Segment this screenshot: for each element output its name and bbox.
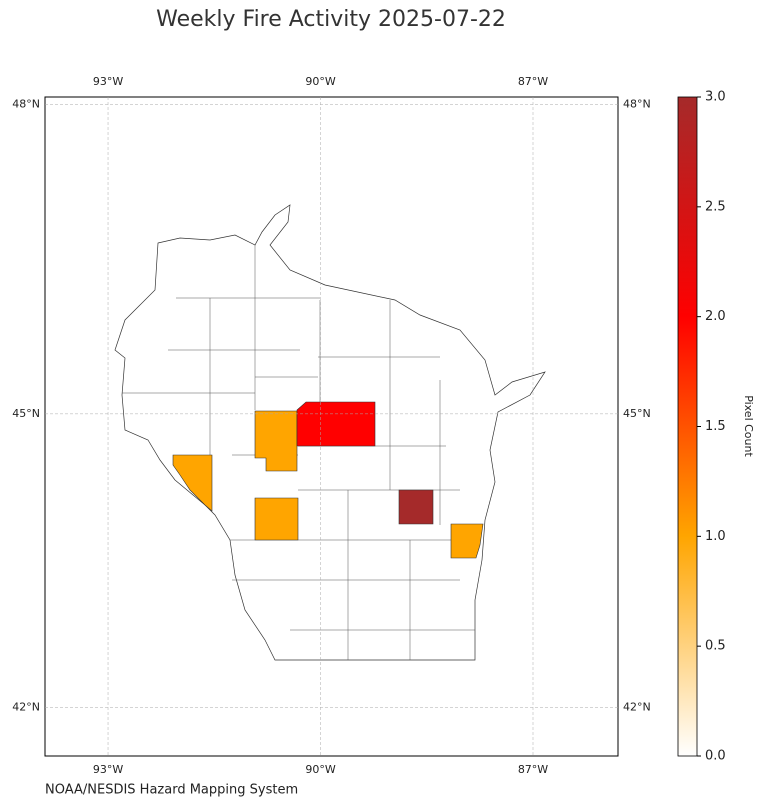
fire-region [450, 523, 484, 559]
lat-label-right: 42°N [623, 700, 651, 713]
colorbar-tick-label: 0.0 [705, 749, 726, 764]
map-frame [44, 96, 619, 757]
colorbar-tick-label: 0.5 [705, 639, 726, 654]
fire-region [254, 497, 299, 541]
lon-label-top: 90°W [305, 75, 335, 88]
colorbar-tick-label: 3.0 [705, 90, 726, 105]
lon-label-top: 93°W [93, 75, 123, 88]
fire-region [296, 401, 376, 447]
lat-label-right: 45°N [623, 407, 651, 420]
colorbar-tick-label: 2.0 [705, 309, 726, 324]
fire-region [398, 489, 434, 525]
lat-label-left: 48°N [12, 97, 40, 110]
lat-label-left: 45°N [12, 407, 40, 420]
lon-label-bottom: 87°W [518, 763, 548, 776]
colorbar-label: Pixel Count [742, 395, 755, 457]
fire-region [172, 454, 213, 512]
colorbar-tick-label: 1.5 [705, 419, 726, 434]
lon-label-top: 87°W [518, 75, 548, 88]
source: NOAA/NESDIS Hazard Mapping System [45, 783, 298, 798]
lon-label-bottom: 90°W [305, 763, 335, 776]
colorbar [677, 96, 698, 757]
colorbar-tick-label: 1.0 [705, 529, 726, 544]
title: Weekly Fire Activity 2025-07-22 [156, 7, 506, 32]
colorbar-tick-label: 2.5 [705, 199, 726, 214]
lon-label-bottom: 93°W [93, 763, 123, 776]
lat-label-right: 48°N [623, 97, 651, 110]
lat-label-left: 42°N [12, 700, 40, 713]
